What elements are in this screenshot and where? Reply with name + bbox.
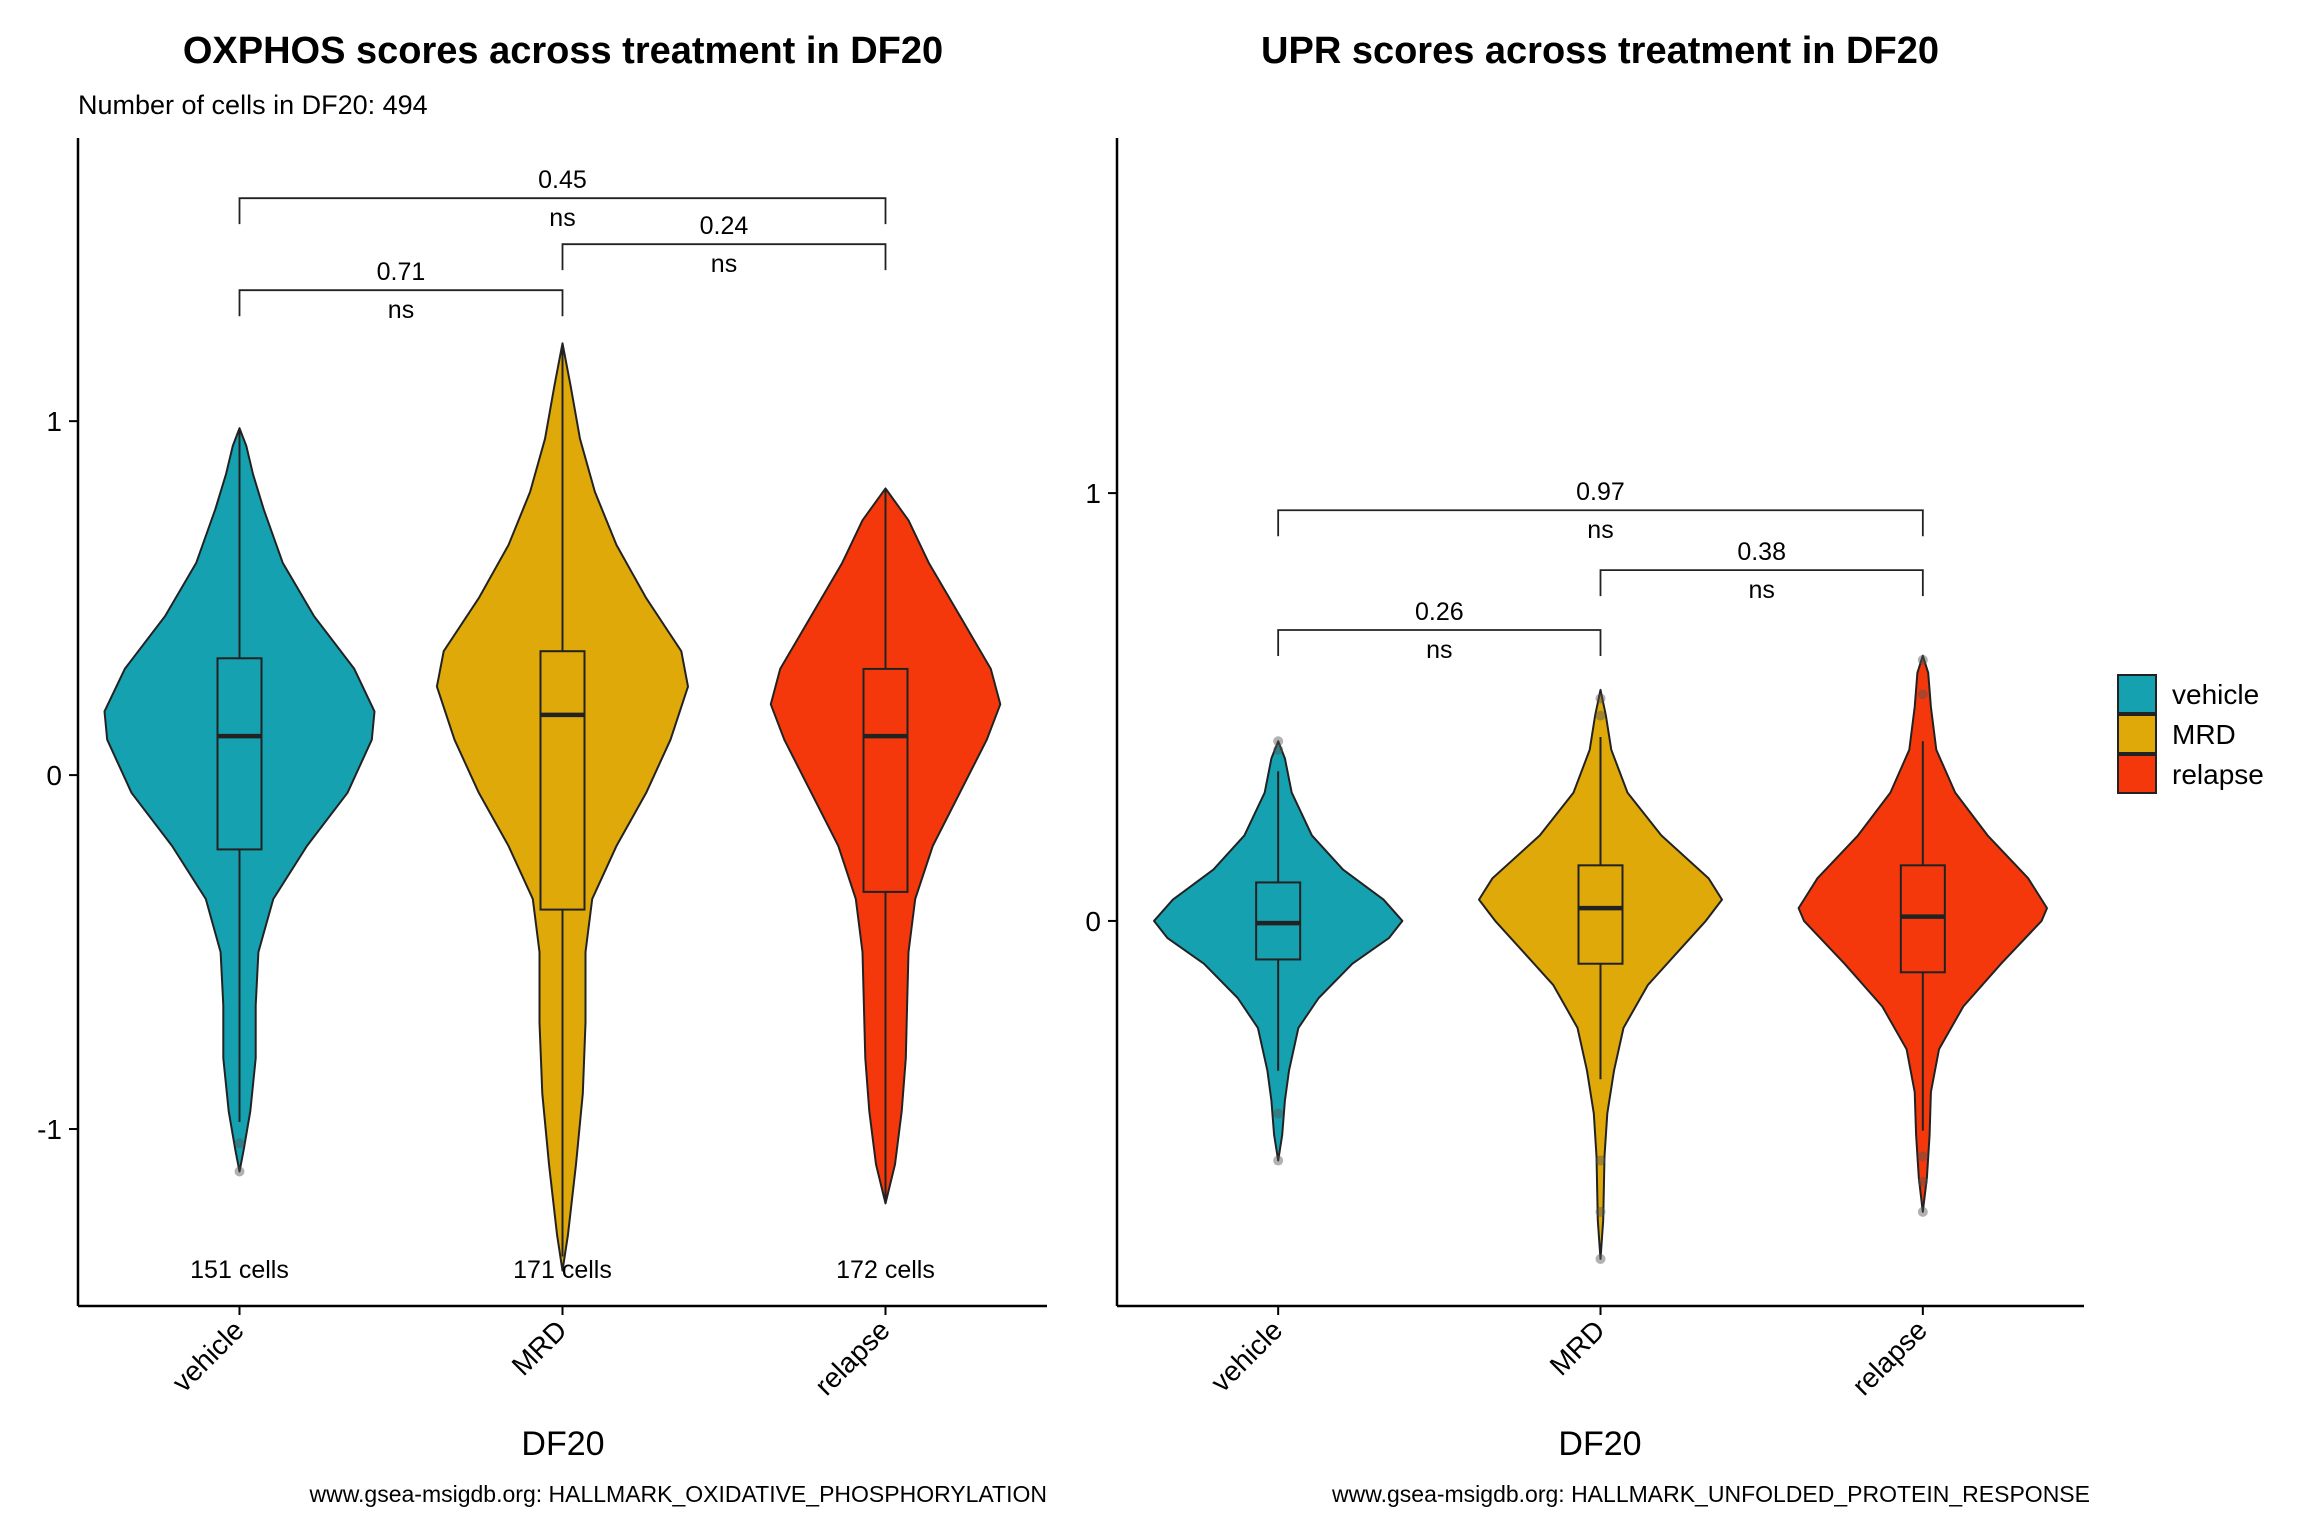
upr-title: UPR scores across treatment in DF20 xyxy=(1261,30,1939,72)
upr-comparison-pvalue: 0.38 xyxy=(1737,538,1786,566)
oxphos-box-mrd xyxy=(539,650,586,911)
oxphos-cell-count-relapse: 172 cells xyxy=(836,1256,935,1284)
upr-outlier-point xyxy=(1595,1253,1606,1264)
legend-label-mrd: MRD xyxy=(2172,719,2236,750)
oxphos-panel: OXPHOS scores across treatment in DF20 N… xyxy=(37,30,1047,1507)
oxphos-cell-count-vehicle: 151 cells xyxy=(190,1256,289,1284)
oxphos-box-vehicle xyxy=(216,657,263,851)
oxphos-comparison-significance: ns xyxy=(549,204,575,232)
upr-outlier-point xyxy=(1917,654,1928,665)
upr-comparison-bracket xyxy=(1599,569,1924,597)
oxphos-comparison-significance: ns xyxy=(388,296,414,324)
upr-outlier-point xyxy=(1917,1151,1928,1162)
upr-outlier-point xyxy=(1917,1176,1928,1187)
oxphos-comparison-bracket xyxy=(238,197,887,225)
oxphos-caption: www.gsea-msigdb.org: HALLMARK_OXIDATIVE_… xyxy=(308,1481,1047,1507)
upr-outlier-point xyxy=(1273,744,1284,755)
upr-outlier-point xyxy=(1917,689,1928,700)
upr-violin-vehicle xyxy=(1153,740,1404,1162)
oxphos-subtitle: Number of cells in DF20: 494 xyxy=(78,90,428,120)
oxphos-comparison-significance: ns xyxy=(711,250,737,278)
oxphos-x-tick-label-relapse: relapse xyxy=(809,1314,896,1401)
upr-y-tick-label: 0 xyxy=(1085,906,1101,937)
oxphos-violin-vehicle xyxy=(103,427,376,1173)
oxphos-comparison-pvalue: 0.24 xyxy=(700,212,749,240)
upr-comparison-pvalue: 0.97 xyxy=(1576,478,1625,506)
upr-violin-relapse xyxy=(1797,654,2048,1213)
oxphos-comparison-bracket xyxy=(238,289,564,317)
upr-panel: UPR scores across treatment in DF20 DF20… xyxy=(1085,30,2090,1507)
upr-comparison-significance: ns xyxy=(1587,516,1613,544)
upr-outlier-point xyxy=(1273,1108,1284,1119)
upr-outlier-point xyxy=(1595,1155,1606,1166)
upr-outlier-point xyxy=(1917,1206,1928,1217)
oxphos-cell-count-mrd: 171 cells xyxy=(513,1256,612,1284)
upr-outlier-point xyxy=(1273,1155,1284,1166)
oxphos-x-tick-label-vehicle: vehicle xyxy=(166,1314,250,1398)
upr-y-tick-label: 1 xyxy=(1085,478,1101,509)
upr-comparison-pvalue: 0.26 xyxy=(1415,598,1464,626)
upr-comparison-significance: ns xyxy=(1426,636,1452,664)
upr-outlier-point xyxy=(1595,710,1606,721)
legend-key-vehicle xyxy=(2117,674,2157,714)
oxphos-box-relapse xyxy=(862,667,909,893)
upr-x-tick-label-relapse: relapse xyxy=(1846,1314,1933,1401)
oxphos-y-tick-label: -1 xyxy=(37,1114,62,1145)
oxphos-comparison-pvalue: 0.45 xyxy=(538,166,587,194)
legend-label-vehicle: vehicle xyxy=(2172,679,2259,710)
upr-x-axis-label: DF20 xyxy=(1558,1425,1641,1463)
oxphos-x-tick-label-mrd: MRD xyxy=(506,1314,573,1381)
legend-label-relapse: relapse xyxy=(2172,759,2264,790)
oxphos-comparison-bracket xyxy=(561,243,887,271)
legend-key-mrd xyxy=(2117,714,2157,754)
upr-comparison-bracket xyxy=(1277,509,1924,537)
oxphos-y-tick-label: 0 xyxy=(46,760,62,791)
upr-box-mrd xyxy=(1577,864,1624,965)
upr-outlier-point xyxy=(1595,693,1606,704)
oxphos-outlier-point xyxy=(234,1138,245,1149)
upr-x-tick-label-vehicle: vehicle xyxy=(1205,1314,1289,1398)
legend-key-relapse xyxy=(2117,754,2157,794)
oxphos-outlier-point xyxy=(234,1166,245,1177)
oxphos-x-axis-label: DF20 xyxy=(521,1425,604,1463)
oxphos-y-tick-label: 1 xyxy=(46,406,62,437)
upr-caption: www.gsea-msigdb.org: HALLMARK_UNFOLDED_P… xyxy=(1331,1481,2090,1507)
upr-comparison-bracket xyxy=(1277,629,1602,657)
upr-outlier-point xyxy=(1273,736,1284,747)
legend: vehicle MRD relapse xyxy=(2117,674,2264,794)
upr-outlier-point xyxy=(1595,1206,1606,1217)
upr-comparison-significance: ns xyxy=(1748,576,1774,604)
upr-x-tick-label-mrd: MRD xyxy=(1544,1314,1611,1381)
oxphos-comparison-pvalue: 0.71 xyxy=(377,258,426,286)
oxphos-title: OXPHOS scores across treatment in DF20 xyxy=(183,30,943,72)
